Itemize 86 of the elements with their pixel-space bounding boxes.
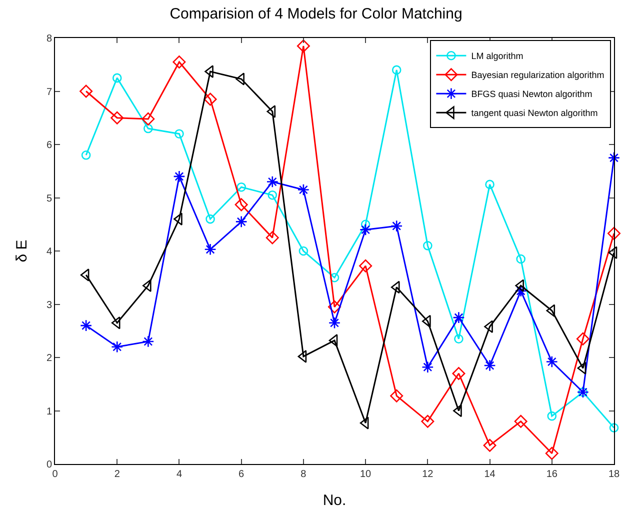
point xyxy=(204,92,217,106)
point xyxy=(546,356,558,368)
x-tick-label: 14 xyxy=(484,469,496,480)
point xyxy=(423,241,432,250)
point xyxy=(392,65,402,75)
point xyxy=(360,416,369,430)
x-tick-label: 8 xyxy=(300,469,307,480)
y-tick-label: 3 xyxy=(46,300,52,311)
point xyxy=(421,414,434,428)
point xyxy=(545,446,558,460)
point xyxy=(360,224,372,236)
point xyxy=(485,180,494,190)
point xyxy=(206,214,215,224)
y-tick-label: 0 xyxy=(46,460,52,470)
point xyxy=(81,150,91,160)
point xyxy=(235,216,248,228)
point xyxy=(328,334,338,347)
point xyxy=(328,300,341,314)
point xyxy=(577,362,586,375)
legend-label: LM algorithm xyxy=(471,51,524,62)
point xyxy=(111,340,124,353)
point xyxy=(422,361,434,374)
point xyxy=(234,198,248,212)
point xyxy=(296,39,310,52)
y-tick-label: 7 xyxy=(46,86,52,98)
y-tick-label: 2 xyxy=(46,353,52,364)
legend-label: tangent quasi Newton algorithm xyxy=(471,108,598,118)
point xyxy=(608,152,620,164)
point xyxy=(112,73,122,83)
point xyxy=(359,259,372,272)
point xyxy=(142,335,154,348)
point xyxy=(172,55,186,68)
point xyxy=(111,316,120,330)
x-tick-label: 16 xyxy=(546,469,558,480)
y-axis-title: δ E xyxy=(14,240,31,262)
point xyxy=(514,414,528,428)
point xyxy=(452,312,465,324)
point xyxy=(390,220,403,232)
point xyxy=(360,220,370,230)
point xyxy=(142,112,155,126)
point xyxy=(608,246,618,260)
point xyxy=(516,254,526,264)
point xyxy=(80,320,92,332)
point xyxy=(80,84,93,98)
y-tick-label: 8 xyxy=(46,34,52,44)
point xyxy=(608,226,620,240)
legend-label: BFGS quasi Newton algorithm xyxy=(471,89,592,100)
y-tick-label: 1 xyxy=(46,406,52,418)
point xyxy=(576,332,590,346)
legend-label: Bayesian regularization algorithm xyxy=(471,70,604,80)
point xyxy=(454,334,464,344)
point xyxy=(266,231,279,244)
point xyxy=(547,411,557,421)
point xyxy=(236,182,246,192)
point xyxy=(390,280,400,294)
point xyxy=(330,272,340,282)
x-tick-label: 2 xyxy=(114,469,120,480)
point xyxy=(297,184,310,196)
x-axis-title: No. xyxy=(322,492,346,509)
y-tick-label: 4 xyxy=(46,246,52,258)
point xyxy=(298,246,308,256)
point xyxy=(452,366,466,380)
point xyxy=(204,243,216,256)
y-tick-label: 6 xyxy=(46,140,52,151)
point xyxy=(266,105,276,118)
x-tick-label: 18 xyxy=(608,469,620,480)
point xyxy=(268,190,278,200)
chart-title: Comparision of 4 Models for Color Matching xyxy=(170,5,462,22)
x-tick-label: 4 xyxy=(176,469,182,480)
point xyxy=(174,129,184,138)
x-tick-label: 6 xyxy=(238,469,245,480)
point xyxy=(546,304,556,318)
point xyxy=(298,350,307,363)
x-tick-label: 12 xyxy=(422,469,434,480)
point xyxy=(80,268,90,282)
x-tick-label: 10 xyxy=(360,469,372,480)
point xyxy=(484,359,496,372)
point xyxy=(609,423,619,432)
point xyxy=(483,438,496,452)
point xyxy=(110,111,124,124)
point xyxy=(173,170,186,182)
point xyxy=(144,124,153,134)
point xyxy=(390,389,404,402)
point xyxy=(328,316,341,329)
y-tick-label: 5 xyxy=(46,193,52,204)
point xyxy=(266,176,278,188)
